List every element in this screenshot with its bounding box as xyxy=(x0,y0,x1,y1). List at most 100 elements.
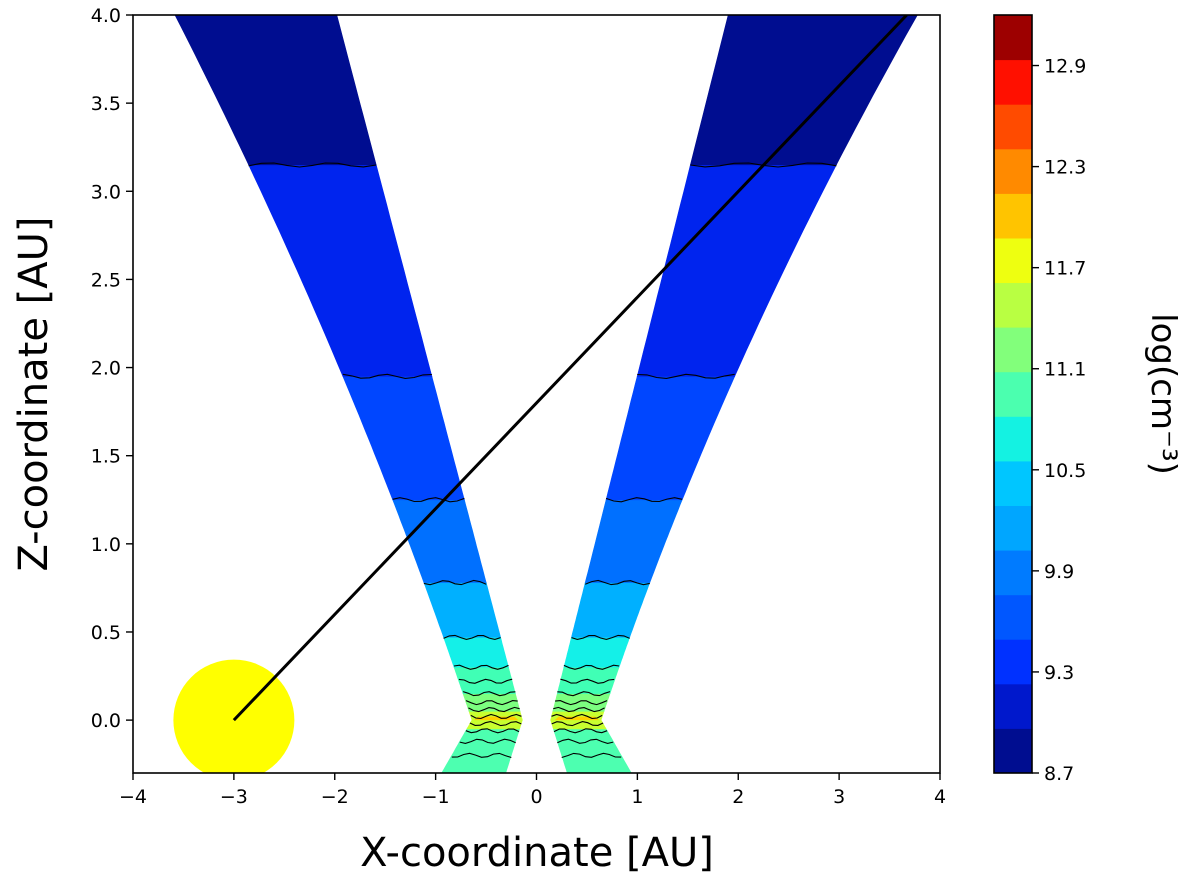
colorbar-title: log(cm⁻³) xyxy=(1143,313,1183,475)
x-axis: −4 −3 −2 −1 0 1 2 3 4 xyxy=(119,773,946,808)
colorbar-frame xyxy=(993,14,1033,774)
contour-line xyxy=(584,579,650,586)
colorbar-band xyxy=(994,728,1032,774)
colorbar-band xyxy=(994,193,1032,239)
contour-line xyxy=(557,738,614,744)
contour-line xyxy=(560,678,615,684)
colorbar-band xyxy=(994,327,1032,373)
contour-line xyxy=(470,713,522,720)
contour-line xyxy=(605,497,683,503)
colorbar-band xyxy=(994,550,1032,596)
contour-line xyxy=(342,373,432,379)
colorbar: 8.7 9.3 9.9 10.5 11.1 11.7 12.3 12.9 log(cm⁻³) xyxy=(993,14,1183,785)
colorbar-tick-label: 10.5 xyxy=(1044,460,1086,482)
contour-line xyxy=(465,700,518,706)
x-tick-label: −2 xyxy=(321,786,349,808)
colorbar-band xyxy=(994,237,1032,283)
x-tick-label: 2 xyxy=(732,786,744,808)
contour-line xyxy=(458,678,513,684)
colorbar-band xyxy=(994,594,1032,640)
plot-area xyxy=(132,14,941,774)
colorbar-band xyxy=(994,683,1032,729)
colorbar-tick-label: 8.7 xyxy=(1044,763,1074,785)
x-tick-label: −3 xyxy=(220,786,248,808)
x-tick-label: 3 xyxy=(833,786,845,808)
y-tick-label: 0.5 xyxy=(91,622,121,644)
contour-line xyxy=(248,162,377,168)
x-tick-label: −4 xyxy=(119,786,147,808)
right-wind-band xyxy=(636,164,837,377)
left-wind-band xyxy=(423,582,501,638)
contour-line xyxy=(551,721,604,727)
left-wind-band xyxy=(342,376,465,501)
colorbar-band xyxy=(994,416,1032,462)
y-tick-label: 1.5 xyxy=(91,446,121,468)
left-wind-band xyxy=(441,728,521,773)
x-axis-title: X-coordinate [AU] xyxy=(360,830,714,876)
colorbar-band xyxy=(994,505,1032,551)
contour-line xyxy=(555,700,608,706)
colorbar-tick-label: 9.3 xyxy=(1044,662,1074,684)
x-tick-label: 1 xyxy=(631,786,643,808)
colorbar-tick-label: 11.7 xyxy=(1044,258,1086,280)
contour-lines xyxy=(248,162,837,759)
left-wind-cone xyxy=(174,15,523,773)
y-tick-label: 1.0 xyxy=(91,534,121,556)
right-wind-cone xyxy=(550,15,918,773)
contour-line xyxy=(571,634,630,640)
right-wind-band xyxy=(563,636,631,668)
right-wind-band xyxy=(584,499,683,583)
contour-line xyxy=(392,497,465,503)
y-axis: 0.0 0.5 1.0 1.5 2.0 2.5 3.0 3.5 4.0 xyxy=(91,5,133,732)
colorbar-band xyxy=(994,371,1032,417)
colorbar-tick-label: 12.9 xyxy=(1044,56,1086,78)
y-tick-label: 3.5 xyxy=(91,93,121,115)
contour-line xyxy=(553,706,605,713)
colorbar-band xyxy=(994,460,1032,506)
contour-line xyxy=(557,691,611,697)
contour-line xyxy=(637,373,735,379)
contour-line xyxy=(443,634,501,640)
right-wind-band xyxy=(605,376,736,501)
contour-line xyxy=(468,706,520,713)
right-wind-band xyxy=(571,582,651,638)
contour-line xyxy=(553,728,608,734)
x-tick-label: 4 xyxy=(934,786,946,808)
contour-line xyxy=(453,664,509,670)
left-wind-band xyxy=(248,164,433,377)
y-tick-label: 4.0 xyxy=(91,5,121,27)
y-axis-title: Z-coordinate [AU] xyxy=(11,216,57,571)
contour-line xyxy=(563,664,620,670)
contour-line xyxy=(561,752,622,759)
y-tick-label: 3.0 xyxy=(91,181,121,203)
colorbar-ticks: 8.7 9.3 9.9 10.5 11.1 11.7 12.3 12.9 xyxy=(1032,56,1086,785)
colorbar-tick-label: 12.3 xyxy=(1044,157,1086,179)
left-wind-band xyxy=(443,636,509,668)
colorbar-band xyxy=(994,148,1032,194)
colorbar-tick-label: 9.9 xyxy=(1044,561,1074,583)
colorbar-band xyxy=(994,104,1032,150)
colorbar-tick-label: 11.1 xyxy=(1044,359,1086,381)
contour-line xyxy=(451,752,512,759)
contour-line xyxy=(462,691,516,697)
line-of-sight xyxy=(232,15,908,722)
contour-line xyxy=(459,738,516,744)
x-tick-label: 0 xyxy=(530,786,542,808)
colorbar-band xyxy=(994,282,1032,328)
left-wind-band xyxy=(174,15,377,166)
contour-line xyxy=(551,713,603,720)
right-wind-band xyxy=(690,15,918,166)
colorbar-bands xyxy=(994,15,1032,774)
contour-line xyxy=(469,721,522,727)
y-tick-label: 2.0 xyxy=(91,358,121,380)
right-wind-band xyxy=(552,728,632,773)
y-tick-label: 0.0 xyxy=(91,710,121,732)
colorbar-band xyxy=(994,59,1032,105)
contour-line xyxy=(423,579,487,586)
colorbar-band xyxy=(994,639,1032,685)
colorbar-band xyxy=(994,15,1032,61)
x-tick-label: −1 xyxy=(422,786,450,808)
left-wind-band xyxy=(392,499,487,583)
y-tick-label: 2.5 xyxy=(91,269,121,291)
